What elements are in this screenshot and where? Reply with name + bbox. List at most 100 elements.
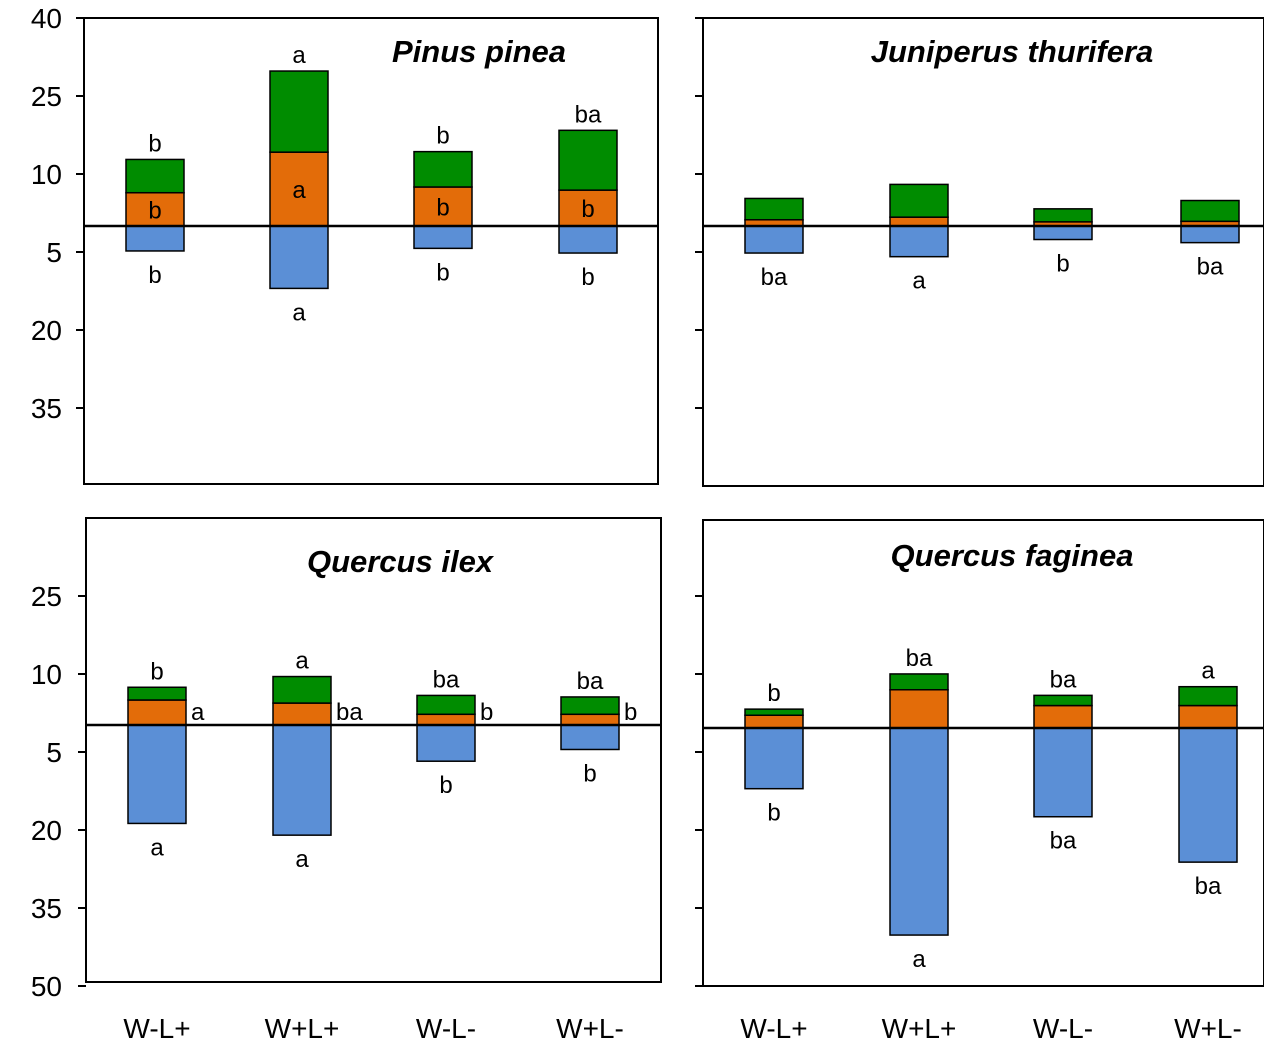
bar-green — [1178, 685, 1238, 707]
bar-green — [889, 673, 949, 691]
bar-blue — [413, 225, 473, 250]
bar-blue — [889, 225, 949, 258]
sig-label-green: ba — [1050, 666, 1077, 693]
bar-green — [125, 158, 185, 194]
panel-title: Quercus faginea — [891, 538, 1134, 573]
sig-label-green: ba — [575, 101, 602, 128]
sig-label-green: ba — [906, 645, 933, 672]
sig-label-orange: a — [191, 699, 205, 726]
bar-green — [560, 696, 620, 716]
x-category-label: W-L+ — [123, 1013, 190, 1044]
sig-label-blue: a — [912, 946, 926, 973]
sig-label-blue: a — [912, 268, 926, 295]
bar-green — [127, 686, 187, 701]
bar-blue — [1033, 225, 1093, 241]
sig-label-orange: b — [148, 197, 161, 224]
y-tick-label: 5 — [46, 737, 62, 768]
y-tick-label: 50 — [31, 971, 62, 1002]
sig-label-blue: a — [150, 834, 164, 861]
bar-orange — [272, 702, 332, 726]
sig-label-blue: ba — [1050, 828, 1077, 855]
y-tick-label: 10 — [31, 159, 62, 190]
bar-blue — [272, 724, 332, 836]
bar-blue — [889, 727, 949, 936]
sig-label-blue: b — [148, 262, 161, 289]
sig-label-orange: b — [581, 196, 594, 223]
bar-blue — [744, 727, 804, 790]
sig-label-blue: b — [767, 800, 780, 827]
bar-blue — [1180, 225, 1240, 244]
bar-orange — [269, 151, 329, 227]
y-tick-label: 20 — [31, 815, 62, 846]
bar-green — [416, 694, 476, 716]
bar-green — [269, 70, 329, 153]
sig-label-blue: ba — [1197, 254, 1224, 281]
sig-label-green: ba — [577, 668, 604, 695]
bar-orange — [560, 713, 620, 726]
sig-label-blue: b — [439, 772, 452, 799]
bar-green — [889, 183, 949, 218]
plot-frame — [85, 517, 662, 983]
sig-label-blue: ba — [1195, 873, 1222, 900]
bar-green — [1033, 208, 1093, 223]
sig-label-green: b — [148, 130, 161, 157]
sig-label-green: b — [436, 123, 449, 150]
bar-green — [413, 150, 473, 188]
x-category-label: W-L- — [1033, 1013, 1093, 1044]
bar-orange — [889, 216, 949, 227]
bar-green — [744, 708, 804, 717]
sig-label-blue: ba — [761, 264, 788, 291]
sig-label-green: ba — [433, 666, 460, 693]
x-category-label: W-L- — [416, 1013, 476, 1044]
panel-title: Pinus pinea — [392, 34, 566, 69]
x-category-label: W+L- — [1174, 1013, 1242, 1044]
bar-orange — [1033, 704, 1093, 729]
sig-label-blue: b — [583, 760, 596, 787]
bar-orange — [1178, 704, 1238, 729]
y-tick-label: 40 — [31, 3, 62, 34]
y-tick-label: 5 — [46, 237, 62, 268]
bar-orange — [416, 713, 476, 726]
sig-label-orange: ba — [336, 699, 363, 726]
bar-blue — [744, 225, 804, 254]
y-tick-label: 25 — [31, 581, 62, 612]
bar-orange — [127, 699, 187, 726]
x-category-label: W+L- — [556, 1013, 624, 1044]
bar-orange — [744, 714, 804, 729]
panel-title: Juniperus thurifera — [871, 34, 1154, 69]
y-tick-label: 20 — [31, 315, 62, 346]
bar-blue — [416, 724, 476, 762]
bar-blue — [558, 225, 618, 254]
sig-label-blue: a — [292, 299, 306, 326]
bar-green — [1033, 694, 1093, 707]
bar-blue — [560, 724, 620, 751]
y-tick-label: 10 — [31, 659, 62, 690]
bar-blue — [127, 724, 187, 825]
y-tick-label: 25 — [31, 81, 62, 112]
sig-label-blue: a — [295, 846, 309, 873]
bar-blue — [125, 225, 185, 252]
x-category-label: W-L+ — [740, 1013, 807, 1044]
x-category-label: W+L+ — [882, 1013, 957, 1044]
panel-title: Quercus ilex — [307, 544, 495, 579]
sig-label-orange: b — [436, 195, 449, 222]
sig-label-orange: b — [480, 699, 493, 726]
x-category-label: W+L+ — [265, 1013, 340, 1044]
bar-green — [558, 129, 618, 191]
sig-label-blue: b — [581, 264, 594, 291]
sig-label-green: b — [767, 680, 780, 707]
sig-label-green: b — [150, 658, 163, 685]
bar-blue — [269, 225, 329, 290]
bar-green — [1180, 199, 1240, 223]
sig-label-green: a — [292, 42, 306, 69]
bar-green — [272, 675, 332, 704]
bar-orange — [889, 689, 949, 729]
bar-blue — [1033, 727, 1093, 818]
sig-label-blue: b — [436, 259, 449, 286]
sig-label-orange: b — [624, 699, 637, 726]
sig-label-green: a — [1201, 658, 1215, 685]
sig-label-green: a — [295, 648, 309, 675]
y-tick-label: 35 — [31, 893, 62, 924]
y-tick-label: 35 — [31, 393, 62, 424]
